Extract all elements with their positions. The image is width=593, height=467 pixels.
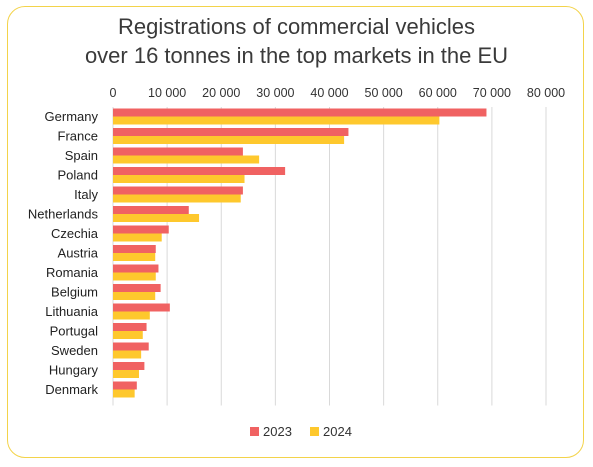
x-tick-label: 80 000 [527,86,565,100]
bar-2023 [113,147,243,156]
bar-2024 [113,350,142,359]
legend-label: 2024 [323,424,352,439]
bar-2023 [113,245,156,253]
category-label: France [58,129,98,144]
bar-2024 [113,194,241,203]
bar-2023 [113,206,189,214]
bar-2024 [113,389,135,398]
category-label: Denmark [45,382,98,397]
bar-2023 [113,128,349,136]
legend-label: 2023 [263,424,292,439]
bar-2023 [113,342,149,351]
bar-2024 [113,292,156,300]
x-tick-label: 40 000 [310,86,348,100]
chart-title-line-2: over 16 tonnes in the top markets in the… [84,43,509,68]
bar-2023 [113,381,137,390]
category-label: Netherlands [28,207,99,222]
category-label: Czechia [51,226,99,241]
bar-2023 [113,264,159,273]
bar-2024 [113,311,150,320]
category-label: Belgium [51,285,98,300]
bar-2023 [113,303,170,312]
legend-swatch-2023 [250,427,259,436]
x-tick-label: 50 000 [365,86,403,100]
bar-2024 [113,272,156,281]
bar-2023 [113,284,161,292]
bar-2024 [113,175,245,183]
bar-2024 [113,116,440,125]
category-label: Spain [65,148,98,163]
bar-2023 [113,108,487,117]
category-label: Romania [46,265,99,280]
chart-title-line-1: Registrations of commercial vehicles [117,14,476,39]
bar-2024 [113,253,156,261]
chart-title: Registrations of commercial vehicles ove… [0,12,593,70]
legend-swatch-2024 [310,427,319,436]
bar-2024 [113,331,143,339]
category-label: Poland [58,168,98,183]
category-label: Sweden [51,343,98,358]
category-label: Germany [45,109,99,124]
x-tick-label: 60 000 [419,86,457,100]
bar-2023 [113,225,169,234]
chart-card [7,6,584,458]
x-tick-label: 10 000 [148,86,186,100]
x-tick-label: 0 [110,86,117,100]
category-label: Hungary [49,363,99,378]
bar-2023 [113,362,145,370]
category-label: Austria [58,246,99,261]
category-label: Italy [74,187,98,202]
bar-2024 [113,136,345,144]
category-label: Portugal [50,324,99,339]
bar-2023 [113,186,243,195]
x-tick-label: 30 000 [256,86,294,100]
x-tick-label: 20 000 [202,86,240,100]
bar-2023 [113,167,286,175]
category-label: Lithuania [45,304,99,319]
bar-2023 [113,323,147,331]
bar-2024 [113,233,162,242]
bar-2024 [113,155,260,164]
bar-2024 [113,214,200,222]
x-tick-label: 70 000 [473,86,511,100]
bar-2024 [113,370,139,378]
